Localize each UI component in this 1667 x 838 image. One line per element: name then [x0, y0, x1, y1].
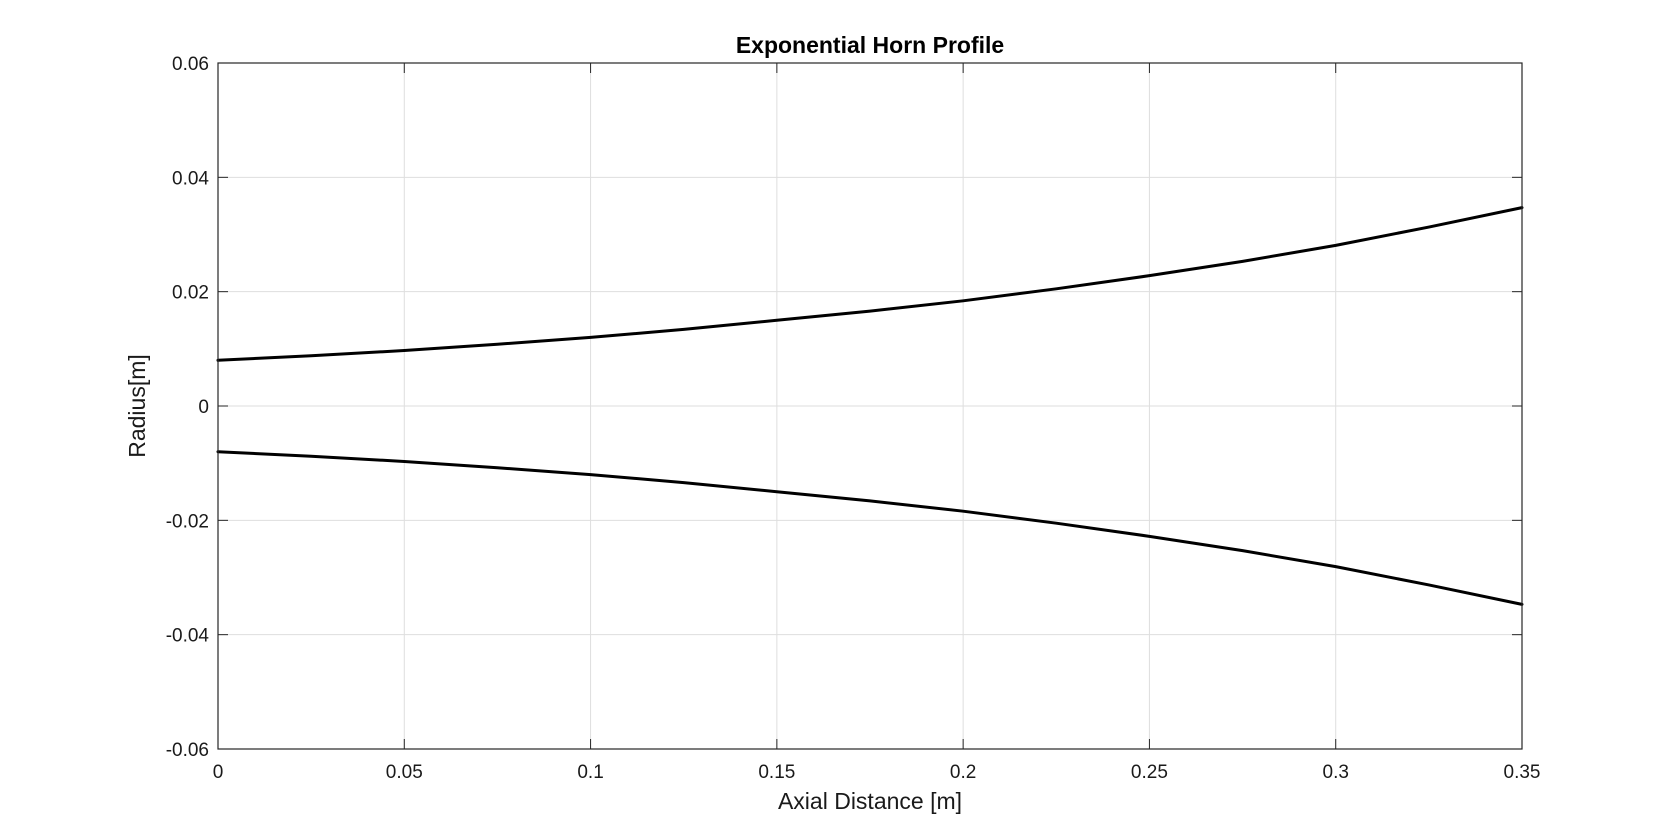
x-tick-label: 0 [213, 762, 224, 783]
y-tick-label: -0.04 [166, 626, 210, 647]
y-tick-label: -0.06 [166, 740, 209, 761]
chart-title: Exponential Horn Profile [736, 32, 1004, 58]
x-tick-label: 0.3 [1323, 762, 1349, 783]
x-tick-label: 0.2 [950, 762, 976, 783]
ticks [217, 62, 1523, 750]
series-layer [216, 206, 1524, 606]
x-tick-label: 0.35 [1504, 762, 1541, 783]
lower-profile-line [216, 450, 1524, 606]
x-axis-label: Axial Distance [m] [778, 788, 962, 814]
y-tick-label: 0.02 [172, 283, 209, 304]
x-tick-label: 0.1 [577, 762, 603, 783]
tick-labels: 0 0.05 0.1 0.15 0.2 0.25 0.3 0.350.060.040.020-… [166, 54, 1541, 783]
x-tick-label: 0.05 [386, 762, 423, 783]
y-tick-label: -0.02 [166, 511, 209, 532]
upper-profile-line [216, 206, 1524, 362]
grid [217, 62, 1523, 750]
y-axis-label: Radius[m] [124, 354, 150, 458]
y-tick-label: 0.04 [172, 168, 209, 189]
y-tick-label: 0 [198, 397, 209, 418]
y-tick-label: 0.06 [172, 54, 209, 75]
x-tick-label: 0.15 [758, 762, 795, 783]
x-tick-label: 0.25 [1131, 762, 1168, 783]
